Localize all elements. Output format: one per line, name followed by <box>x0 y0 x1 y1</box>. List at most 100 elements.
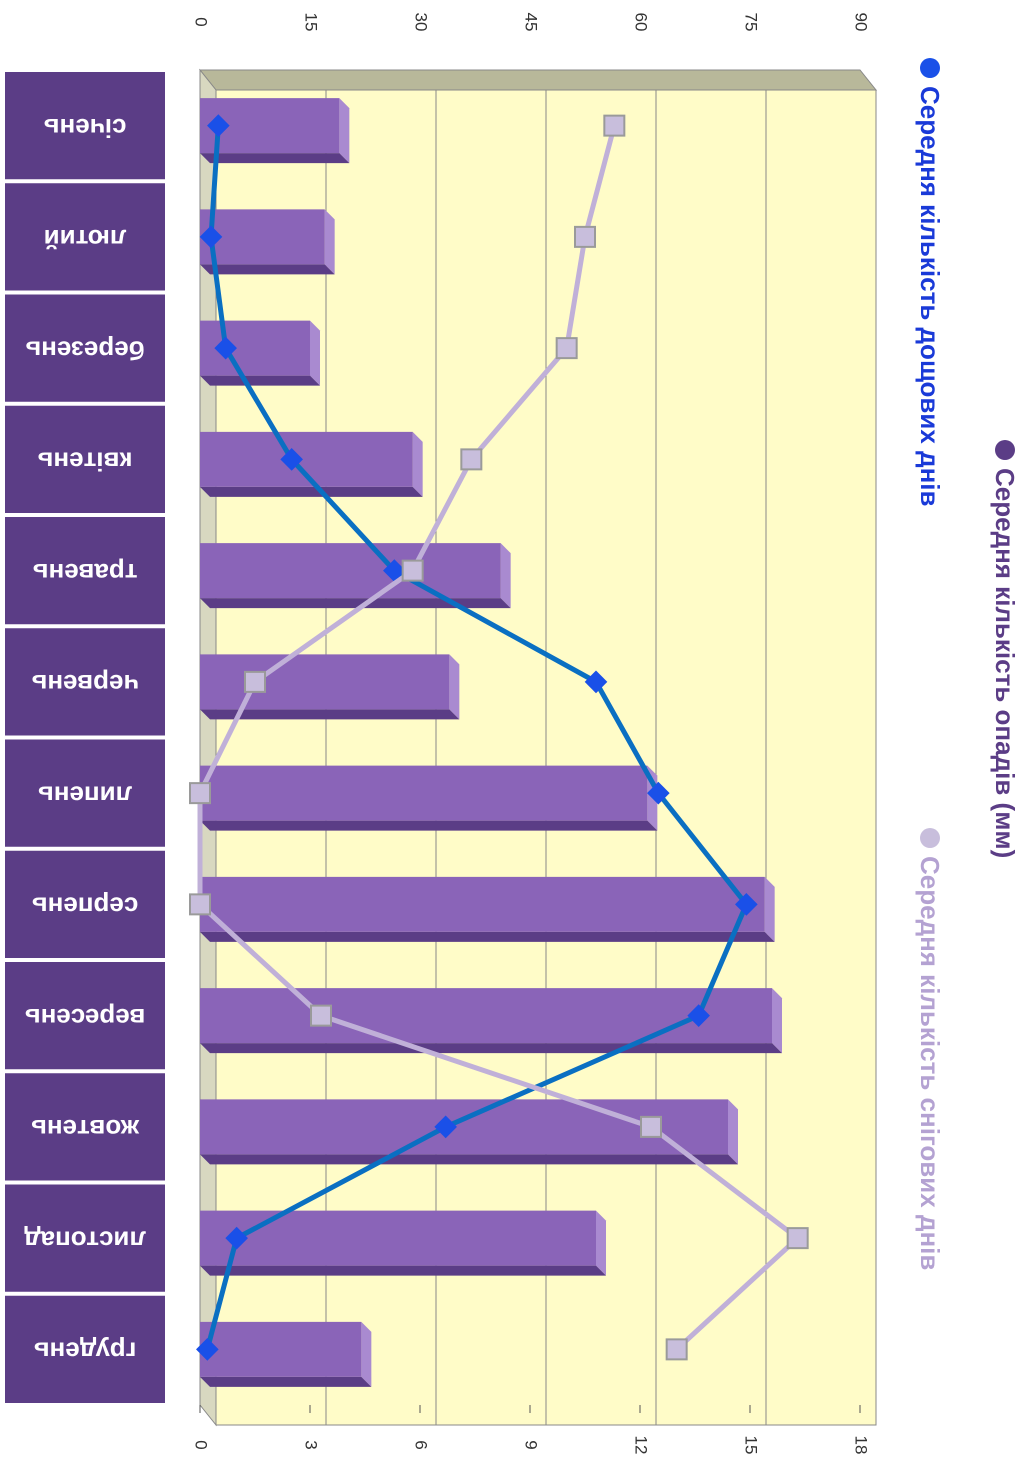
marker <box>310 1004 332 1027</box>
title-dot <box>995 440 1015 460</box>
bar-side <box>200 1376 372 1387</box>
legend-label: Середня кількість снігових днів <box>915 856 945 1270</box>
bar <box>200 988 772 1044</box>
marker <box>603 114 626 137</box>
month-box <box>5 517 165 625</box>
marker <box>665 1338 688 1361</box>
month-box <box>5 183 165 291</box>
bar-top <box>324 209 335 275</box>
bar <box>200 1099 728 1155</box>
bar <box>199 654 450 710</box>
marker <box>225 1226 248 1250</box>
marker <box>555 337 578 360</box>
rotated-chart: 0 15 30 45 60 75 90 0 3 6 9 12 15 18 Середня кількість… <box>5 13 1020 1455</box>
plot-side <box>198 69 878 91</box>
chart-title: Середня кількість опадів (мм) <box>990 468 1020 858</box>
legend-dot <box>920 828 940 848</box>
bar <box>200 209 325 265</box>
marker <box>214 336 237 360</box>
y2-tick-label: 0 <box>192 1440 211 1449</box>
y2-tick-label: 15 <box>742 1436 761 1455</box>
bar-top <box>449 654 460 720</box>
x-tick-label: грудень <box>34 1337 137 1367</box>
marker <box>584 670 608 694</box>
bar-top <box>728 1099 738 1165</box>
month-box <box>5 294 165 402</box>
bar <box>200 431 413 487</box>
bar-side <box>200 1265 606 1276</box>
marker <box>244 670 266 693</box>
bar-side <box>200 598 511 609</box>
x-tick-label: липень <box>38 780 132 810</box>
x-tick-label: квітень <box>37 447 132 477</box>
bar-top <box>339 98 350 164</box>
x-tick-label: серпень <box>32 892 139 922</box>
marker <box>434 1115 457 1139</box>
y2-tick-label: 9 <box>522 1440 541 1449</box>
bar-side <box>200 1043 782 1054</box>
bar-side <box>200 375 320 386</box>
bar-side <box>200 1154 738 1165</box>
x-tick-label: травень <box>33 558 138 588</box>
line <box>204 125 750 1351</box>
line <box>197 124 802 1352</box>
bar-side <box>200 486 423 497</box>
bar <box>199 98 340 154</box>
y-tick-label: 15 <box>302 13 321 32</box>
y2-tick-label: 3 <box>302 1440 321 1449</box>
bar <box>200 320 310 376</box>
y-tick-label: 0 <box>192 17 211 26</box>
month-box <box>5 628 165 736</box>
marker <box>189 782 211 805</box>
marker <box>574 225 596 248</box>
x-tick-label: червень <box>31 669 138 699</box>
marker <box>401 559 424 582</box>
bar-side <box>200 820 658 831</box>
bar-top <box>772 988 782 1054</box>
y-tick-label: 45 <box>522 13 541 32</box>
marker <box>280 448 303 471</box>
legend-label: Середня кількість дощових днів <box>915 86 945 506</box>
month-box <box>5 72 165 180</box>
bar <box>199 876 765 932</box>
marker <box>196 1338 219 1361</box>
x-tick-label: січень <box>44 113 127 143</box>
marker <box>189 893 211 916</box>
legend-dot <box>920 58 940 78</box>
x-tick-label: лютий <box>44 224 127 254</box>
y-tick-label: 60 <box>632 13 651 32</box>
month-box <box>5 1295 165 1403</box>
bar <box>200 1210 596 1266</box>
marker <box>786 1227 809 1250</box>
month-box <box>5 1073 165 1181</box>
bar <box>200 765 648 821</box>
bar-side <box>200 264 335 275</box>
bar-side <box>200 709 460 720</box>
bar-top <box>596 1210 606 1276</box>
bar-top <box>310 320 320 386</box>
y2-tick-label: 12 <box>632 1436 651 1455</box>
bar-side <box>200 931 775 942</box>
x-tick-label: листопад <box>24 1225 146 1255</box>
y2-tick-label: 18 <box>852 1436 871 1455</box>
marker <box>647 781 670 805</box>
bar-top <box>764 876 775 942</box>
bar-side <box>200 153 350 164</box>
marker <box>687 1004 710 1027</box>
marker <box>383 559 406 582</box>
y-tick-label: 75 <box>742 13 761 32</box>
bar <box>199 1321 362 1377</box>
bar-top <box>500 543 511 609</box>
x-tick-label: березень <box>25 335 145 365</box>
month-box <box>5 962 165 1070</box>
marker <box>460 448 483 471</box>
y-tick-label: 30 <box>412 13 431 32</box>
marker <box>735 893 758 916</box>
bar-top <box>412 431 423 497</box>
y-tick-label: 90 <box>852 13 871 32</box>
marker <box>640 1115 662 1138</box>
month-box <box>5 850 165 958</box>
month-box <box>5 405 165 513</box>
x-tick-label: вересень <box>25 1003 146 1033</box>
